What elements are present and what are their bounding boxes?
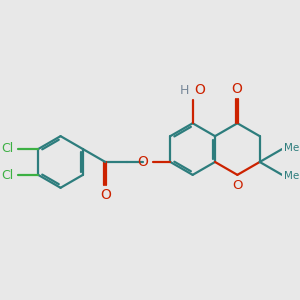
Text: O: O <box>194 83 205 97</box>
Text: Me: Me <box>284 143 300 153</box>
Text: O: O <box>100 188 111 203</box>
Text: O: O <box>137 155 148 169</box>
Text: H: H <box>179 84 189 97</box>
Text: Cl: Cl <box>1 169 13 182</box>
Text: Me: Me <box>284 171 300 181</box>
Text: O: O <box>232 82 242 96</box>
Text: O: O <box>232 178 243 192</box>
Text: Cl: Cl <box>1 142 13 155</box>
